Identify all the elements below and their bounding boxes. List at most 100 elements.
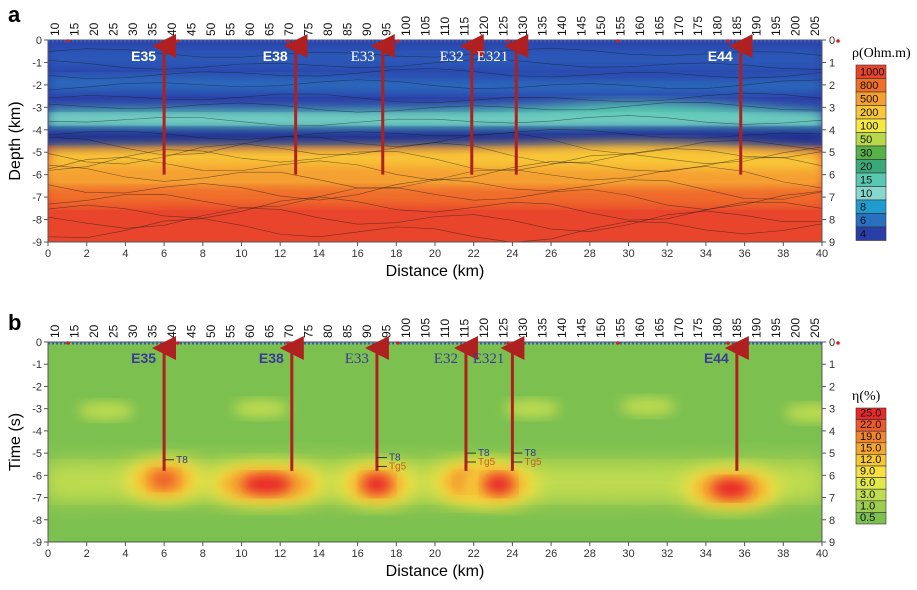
y-tick-label: -8 (32, 515, 42, 527)
y-right-tick-label: 1 (829, 359, 835, 371)
y-tick-label: -4 (32, 426, 42, 438)
station-tick-label: 40 (165, 324, 179, 338)
y-right-tick-label: 3 (829, 404, 835, 416)
well: E32 (440, 34, 484, 175)
anomaly-core (241, 474, 292, 495)
horizon-marker-label: Tg5 (389, 461, 407, 472)
contour-line (48, 129, 822, 140)
shallow-anomaly (78, 401, 135, 420)
station-tick-label: 35 (146, 324, 160, 338)
x-tick-label: 2 (84, 548, 90, 560)
station-tick-label: 75 (302, 22, 316, 36)
well-label: E33 (351, 49, 375, 65)
station-tick-label: 95 (379, 324, 393, 338)
station-tick-label: 185 (730, 318, 744, 338)
legend-label: 1000 (860, 67, 884, 79)
station-tick-label: 200 (789, 318, 803, 338)
station-dot (836, 341, 840, 345)
station-dot (396, 39, 400, 43)
horizon-marker-label: T8 (524, 448, 536, 459)
x-tick-label: 16 (351, 248, 363, 260)
legend-label: 15 (860, 175, 872, 187)
contour-line (48, 47, 822, 58)
x-tick-label: 34 (700, 248, 712, 260)
y-axis-label: Time (s) (7, 413, 24, 471)
station-tick-label: 80 (321, 324, 335, 338)
x-tick-label: 8 (200, 248, 206, 260)
station-tick-label: 150 (594, 318, 608, 338)
y-right-tick-label: 9 (829, 237, 835, 249)
station-tick-label: 145 (574, 318, 588, 338)
x-tick-label: 38 (777, 548, 789, 560)
contour-line (48, 187, 822, 210)
well-label: E35 (131, 48, 156, 64)
well: E35 T8 (131, 336, 188, 471)
station-tick-label: 50 (204, 22, 218, 36)
legend-label: 30 (860, 148, 872, 160)
plot-area (48, 342, 822, 542)
station-dot (726, 341, 730, 345)
station-tick-label: 195 (769, 318, 783, 338)
y-right-tick-label: 6 (829, 170, 835, 182)
station-dot (286, 39, 290, 43)
legend-label: 6 (860, 215, 866, 227)
legend-label: 500 (860, 94, 878, 106)
y-right-tick-label: 0 (829, 35, 835, 47)
station-tick-label: 175 (691, 16, 705, 36)
station-tick-label: 65 (263, 22, 277, 36)
y-tick-label: -7 (32, 493, 42, 505)
anomaly (458, 462, 539, 507)
station-tick-label: 195 (769, 16, 783, 36)
station-tick-label: 60 (243, 324, 257, 338)
station-tick-label: 35 (146, 22, 160, 36)
y-tick-label: -3 (32, 404, 42, 416)
legend-label: 9.0 (860, 466, 875, 478)
y-tick-label: 0 (36, 337, 42, 349)
well-label: E38 (259, 350, 284, 366)
x-tick-label: 18 (390, 248, 402, 260)
x-tick-label: 18 (390, 548, 402, 560)
plot-area (48, 40, 822, 242)
y-right-tick-label: 6 (829, 470, 835, 482)
y-right-tick-label: 3 (829, 102, 835, 114)
station-tick-label: 160 (633, 318, 647, 338)
y-tick-label: -4 (32, 125, 42, 137)
station-tick-label: 40 (165, 22, 179, 36)
shallow-anomaly (784, 404, 822, 423)
x-tick-label: 2 (84, 248, 90, 260)
x-tick-label: 26 (545, 548, 557, 560)
contour-line (48, 146, 822, 172)
station-tick-label: 135 (535, 318, 549, 338)
station-tick-label: 145 (574, 16, 588, 36)
station-dot (176, 39, 180, 43)
horizon-marker-label: T8 (389, 453, 401, 464)
x-tick-label: 20 (429, 548, 441, 560)
anomaly (206, 462, 327, 507)
x-tick-label: 8 (200, 548, 206, 560)
station-tick-label: 120 (477, 318, 491, 338)
station-tick-label: 65 (263, 324, 277, 338)
shallow-anomaly (619, 397, 676, 416)
station-tick-label: 90 (360, 22, 374, 36)
contour-line (48, 132, 822, 156)
horizon-marker-label: Tg5 (524, 457, 542, 468)
x-tick-label: 4 (122, 548, 128, 560)
station-tick-label: 30 (126, 22, 140, 36)
station-dot (66, 39, 70, 43)
y-tick-label: 0 (36, 35, 42, 47)
y-right-tick-label: 1 (829, 57, 835, 69)
legend-label: 50 (860, 134, 872, 146)
x-tick-label: 6 (161, 548, 167, 560)
station-tick-label: 50 (204, 324, 218, 338)
x-tick-label: 0 (45, 248, 51, 260)
well-label: E44 (708, 48, 733, 64)
well: E44 (704, 336, 749, 471)
x-tick-label: 26 (545, 248, 557, 260)
station-tick-label: 130 (516, 318, 530, 338)
station-tick-label: 115 (457, 17, 471, 36)
well-label: E321 (473, 351, 505, 367)
y-right-tick-label: 5 (829, 147, 835, 159)
contour-line (48, 178, 822, 201)
station-tick-label: 170 (672, 318, 686, 338)
contour-line (48, 68, 822, 79)
